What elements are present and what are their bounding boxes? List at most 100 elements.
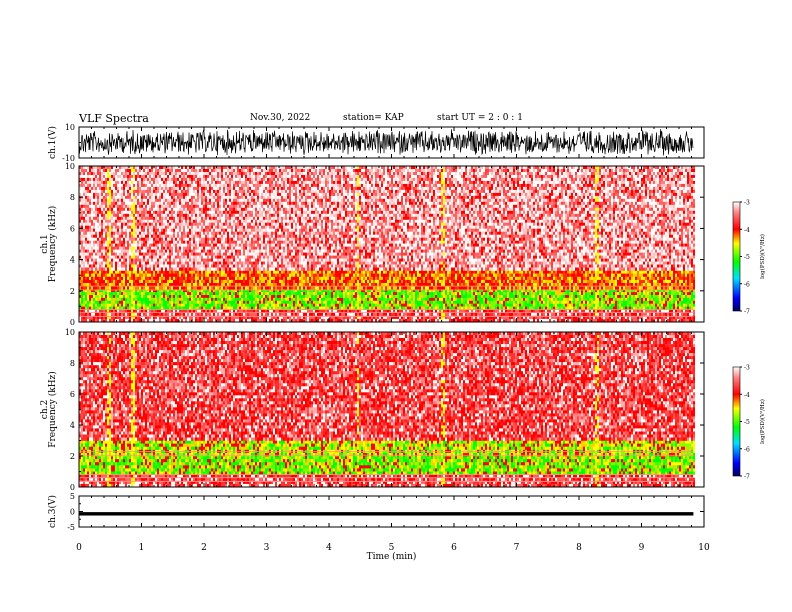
spectrogram-cell [99,223,101,226]
spectrogram-cell [113,313,115,316]
spectrogram-cell [115,202,117,205]
spectrogram-cell [87,187,89,190]
spectrogram-cell [105,178,107,181]
spectrogram-cell [85,238,87,241]
spectrogram-cell [115,241,117,244]
spectrogram-cell [127,193,129,196]
spectrogram-cell [99,172,101,175]
spectrogram-cell [81,286,83,289]
spectrogram-cell [97,169,99,172]
spectrogram-cell [125,253,127,256]
spectrogram-cell [105,202,107,205]
spectrogram-cell [113,202,115,205]
spectrogram-cell [83,172,85,175]
spectrogram-cell [113,214,115,217]
spectrogram-cell [113,181,115,184]
spectrogram-cell [121,265,123,268]
spectrogram-cell [87,253,89,256]
spectrogram-cell [115,190,117,193]
spectrogram-cell [125,280,127,283]
spectrogram-cell [107,196,109,199]
spectrogram-cell [119,232,121,235]
spectrogram-cell [105,211,107,214]
spectrogram-cell [99,184,101,187]
spectrogram-cell [91,217,93,220]
spectrogram-cell [127,259,129,262]
spectrogram-cell [117,208,119,211]
spectrogram-cell [83,220,85,223]
spectrogram-cell [107,301,109,304]
spectrogram-cell [99,229,101,232]
spectrogram-cell [95,229,97,232]
spectrogram-cell [127,292,129,295]
spectrogram-cell [103,253,105,256]
spectrogram-cell [103,286,105,289]
y-tick-label: 10 [65,123,75,132]
spectrogram-cell [113,298,115,301]
spectrogram-cell [121,292,123,295]
spectrogram-cell [109,178,111,181]
spectrogram-cell [95,277,97,280]
spectrogram-cell [87,190,89,193]
spectrogram-cell [97,298,99,301]
spectrogram-cell [127,172,129,175]
spectrogram-cell [113,301,115,304]
spectrogram-cell [111,298,113,301]
spectrogram-cell [115,274,117,277]
spectrogram-cell [81,280,83,283]
spectrogram-cell [99,193,101,196]
spectrogram-cell [109,256,111,259]
spectrogram-cell [129,193,131,196]
spectrogram-cell [115,304,117,307]
spectrogram-cell [123,193,125,196]
spectrogram-cell [99,178,101,181]
spectrogram-cell [109,202,111,205]
spectrogram-cell [97,229,99,232]
spectrogram-cell [89,214,91,217]
spectrogram-cell [109,244,111,247]
spectrogram-cell [111,253,113,256]
spectrogram-cell [105,190,107,193]
spectrogram-cell [113,184,115,187]
spectrogram-cell [105,235,107,238]
spectrogram-cell [91,205,93,208]
spectrogram-cell [81,295,83,298]
spectrogram-cell [91,277,93,280]
spectrogram-cell [109,208,111,211]
spectrogram-cell [105,295,107,298]
spectrogram-cell [109,292,111,295]
spectrogram-cell [81,229,83,232]
spectrogram-cell [111,226,113,229]
spectrogram-cell [101,250,103,253]
spectrogram-cell [83,235,85,238]
spectrogram-cell [125,295,127,298]
spectrogram-cell [127,262,129,265]
spectrogram-cell [93,304,95,307]
spectrogram-cell [115,226,117,229]
spectrogram-cell [89,193,91,196]
spectrogram-cell [83,247,85,250]
spectrogram-cell [87,226,89,229]
spectrogram-cell [103,292,105,295]
spectrogram-cell [113,241,115,244]
spectrogram-cell [113,304,115,307]
spectrogram-cell [87,235,89,238]
spectrogram-cell [117,277,119,280]
spectrogram-cell [113,229,115,232]
spectrogram-cell [81,178,83,181]
spectrogram-cell [119,226,121,229]
spectrogram-cell [101,202,103,205]
spectrogram-cell [97,244,99,247]
spectrogram-cell [83,196,85,199]
spectrogram-cell [113,259,115,262]
spectrogram-cell [85,199,87,202]
spectrogram-cell [125,178,127,181]
spectrogram-cell [103,199,105,202]
spectrogram-cell [97,226,99,229]
spectrogram-cell [91,184,93,187]
spectrogram-cell [81,259,83,262]
spectrogram-cell [129,223,131,226]
spectrogram-cell [97,232,99,235]
spectrogram-cell [125,211,127,214]
spectrogram-cell [103,202,105,205]
